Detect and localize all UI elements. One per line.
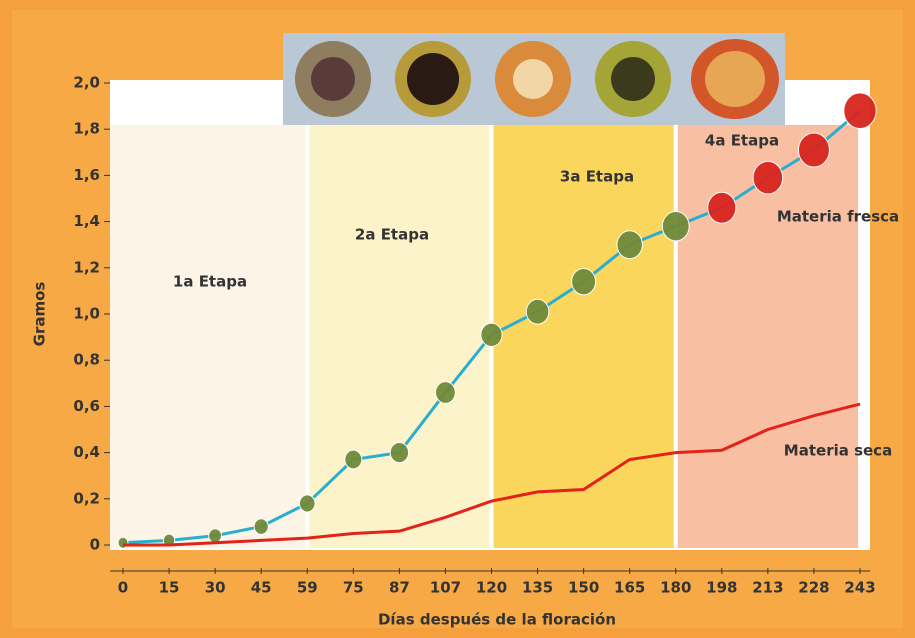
x-tick-label: 198: [706, 579, 737, 597]
x-tick-label: 180: [660, 579, 691, 597]
photo-strip: [283, 33, 785, 125]
stage-band: [494, 125, 674, 548]
stage-label: 3a Etapa: [560, 168, 634, 186]
x-tick-label: 228: [798, 579, 829, 597]
y-tick-label: 0,6: [73, 397, 100, 415]
x-tick-label: 15: [159, 579, 180, 597]
fruit-marker: [572, 268, 596, 294]
y-tick-label: 0: [90, 536, 100, 554]
fruit-marker: [617, 231, 642, 259]
x-tick-label: 59: [297, 579, 318, 597]
x-tick-label: 243: [844, 579, 875, 597]
fruit-marker: [209, 529, 222, 543]
fruit-marker: [708, 192, 736, 223]
fruit-marker: [526, 299, 549, 324]
fruit-marker: [345, 450, 362, 469]
y-axis-label: Gramos: [31, 282, 49, 347]
stage-band: [110, 125, 305, 548]
y-tick-label: 1,8: [73, 120, 100, 138]
stage-label: 1a Etapa: [173, 273, 247, 291]
x-tick-label: 213: [752, 579, 783, 597]
y-tick-label: 1,6: [73, 166, 100, 184]
stage-label: 2a Etapa: [355, 226, 429, 244]
fruit-marker: [798, 133, 829, 167]
series-label: Materia seca: [784, 442, 892, 460]
x-tick-label: 107: [430, 579, 461, 597]
y-tick-label: 1,0: [73, 305, 100, 323]
y-tick-label: 0,4: [73, 443, 100, 461]
x-tick-label: 0: [118, 579, 128, 597]
y-tick-label: 0,2: [73, 489, 100, 507]
y-tick-label: 2,0: [73, 74, 100, 92]
x-tick-label: 45: [251, 579, 272, 597]
x-tick-label: 30: [205, 579, 226, 597]
x-tick-label: 135: [522, 579, 553, 597]
x-tick-label: 150: [568, 579, 599, 597]
stage-label: 4a Etapa: [705, 132, 779, 150]
series-label: Materia fresca: [777, 208, 899, 226]
fruit-marker: [436, 382, 456, 404]
y-tick-label: 1,2: [73, 258, 100, 276]
x-tick-label: 75: [343, 579, 364, 597]
fruit-marker: [753, 161, 783, 194]
y-tick-label: 1,4: [73, 212, 100, 230]
fruit-marker: [662, 211, 689, 240]
fruit-marker: [254, 519, 268, 535]
x-tick-label: 165: [614, 579, 645, 597]
x-tick-label: 87: [389, 579, 410, 597]
fruit-marker: [481, 323, 502, 346]
fruit-marker: [390, 442, 408, 462]
x-axis-label: Días después de la floración: [378, 611, 616, 629]
fruit-marker: [118, 537, 128, 548]
fruit-marker: [299, 495, 315, 512]
chart: Gramos Días después de la floración 1a E…: [0, 0, 915, 638]
x-tick-label: 120: [476, 579, 507, 597]
fruit-marker: [844, 93, 876, 129]
y-tick-label: 0,8: [73, 351, 100, 369]
stage-band: [309, 125, 489, 548]
